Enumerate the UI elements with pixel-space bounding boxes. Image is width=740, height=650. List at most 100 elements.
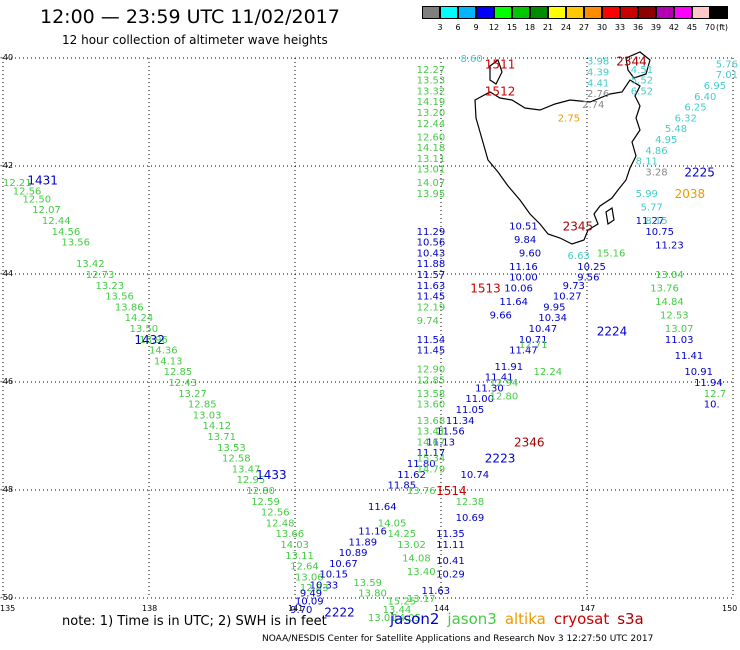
colorbar-label: 21 [542,23,554,32]
wave-height-value: 11.05 [456,405,485,416]
wave-height-value: 13.76 [407,486,436,497]
legend-jason3: jason3 [447,610,497,628]
wave-height-value: 8.60 [460,54,482,65]
wave-height-value: 13.06 [295,572,324,583]
wave-height-value: 11.30 [475,383,504,394]
lon-tick-label: 144 [434,604,450,613]
wave-height-value: 11.45 [417,292,446,303]
wave-height-value: 12.83 [300,583,329,594]
colorbar-label: 45 [686,23,698,32]
colorbar-swatch [692,6,710,19]
wave-height-value: 11.62 [397,470,426,481]
lon-tick-label: 150 [722,604,738,613]
wave-height-value: 9.74 [417,316,439,327]
wave-height-value: 12.85 [164,367,193,378]
wave-height-value: 13.80 [358,589,387,600]
wave-height-value: 15.34 [417,454,446,465]
wave-height-value: 6.32 [675,113,697,124]
wave-height-value: 10.74 [460,470,489,481]
wave-height-value: 11.35 [436,529,465,540]
wave-height-value: 11.16 [509,262,538,273]
wave-height-value: 14.84 [655,297,684,308]
lon-tick-label: 138 [142,604,158,613]
wave-height-value: 13.47 [232,464,261,475]
wave-height-value: 10.15 [319,570,348,581]
colorbar-label: 33 [614,23,626,32]
wave-height-value: 2.75 [558,113,580,124]
wave-height-value: 11.64 [368,502,397,513]
wave-height-value: 13.11 [417,154,446,165]
pass-time-labels: 1431 1432 1433 2222 2223 2224 2225 1511 1512 1513… [27,55,715,620]
lat-tick-label: -48 [0,485,14,494]
wave-height-value: 9.56 [577,273,599,284]
wave-height-value: 13.56 [61,238,90,249]
wave-height-value: 11.17 [417,448,446,459]
wave-height-value: 14.08 [402,554,431,565]
wave-height-value: 5.99 [636,189,658,200]
colorbar-swatch [656,6,674,19]
colorbar-swatch [476,6,494,19]
legend-s3a: s3a [617,610,644,628]
wave-height-value: 11.57 [417,270,446,281]
wave-height-value: 13.32 [417,86,446,97]
pass-time-label: 1512 [485,84,516,98]
wave-height-value: 6.95 [704,81,726,92]
wave-height-value: 13.40 [407,567,436,578]
wave-height-value: 8.11 [636,157,658,168]
pass-time-label: 2225 [684,165,715,179]
colorbar-label: 30 [596,23,608,32]
wave-height-value: 10.75 [645,227,674,238]
wave-height-value: 11.13 [426,437,455,448]
wave-height-value: 10.34 [538,313,567,324]
wave-height-value: 12.73 [86,270,115,281]
wave-height-value: 10.67 [329,559,358,570]
lat-tick-label: -40 [0,53,14,62]
colorbar-swatch [584,6,602,19]
wave-height-value: 7.01 [716,70,738,81]
wave-height-value: 14.24 [125,313,154,324]
legend-altika: altika [504,610,546,628]
wave-height-value: 13.76 [650,284,679,295]
wave-height-value: 9.70 [290,605,312,616]
wave-height-value: 12.80 [246,486,275,497]
wave-height-value: 12.80 [490,392,519,403]
wave-height-value: 9.95 [543,302,565,313]
wave-height-value: 5.76 [716,59,738,70]
pass-time-label: 1431 [27,174,58,188]
wave-height-value: 12.94 [490,378,519,389]
wave-height-value: 11.00 [465,394,494,405]
wave-height-value: 14.12 [203,421,232,432]
wave-height-value: 11.45 [417,346,446,357]
wave-height-value: 11.91 [495,362,524,373]
colorbar-swatch [710,6,728,19]
wave-height-value: 15.16 [597,248,626,259]
wave-height-value: 11.64 [499,297,528,308]
wave-height-value: 14.13 [154,356,183,367]
wave-height-value: 9.84 [514,235,536,246]
wave-height-value: 13.03 [193,410,222,421]
wave-height-labels: 12.2112.5612.5012.0712.4414.5613.5613.42… [3,54,738,624]
colorbar-swatch [494,6,512,19]
wave-height-value: 10.71 [519,335,548,346]
wave-height-value: 9.60 [519,248,541,259]
lat-tick-label: -42 [0,161,14,170]
wave-height-value: 10.69 [456,513,485,524]
wave-height-value: 13.04 [655,270,684,281]
wave-height-value: 13.42 [76,259,105,270]
wave-height-value: 11.88 [417,259,446,270]
wave-height-value: 13.53 [217,443,246,454]
wave-height-value: 13.59 [353,578,382,589]
wave-height-value: 12.56 [261,508,290,519]
wave-height-value: 13.56 [105,292,134,303]
wave-height-value: 13.58 [417,389,446,400]
wave-height-value: 12.24 [533,367,562,378]
wave-height-value: 13.71 [207,432,236,443]
wave-height-value: 11.54 [417,335,446,346]
wave-height-value: 13.95 [417,189,446,200]
wave-height-value: 13.11 [285,551,314,562]
pass-time-label: 2038 [675,187,706,201]
tasmania-coastline [474,51,651,245]
wave-height-value: 11.16 [358,527,387,538]
wave-height-value: 11.63 [417,281,446,292]
wave-height-value: 11.29 [417,227,446,238]
